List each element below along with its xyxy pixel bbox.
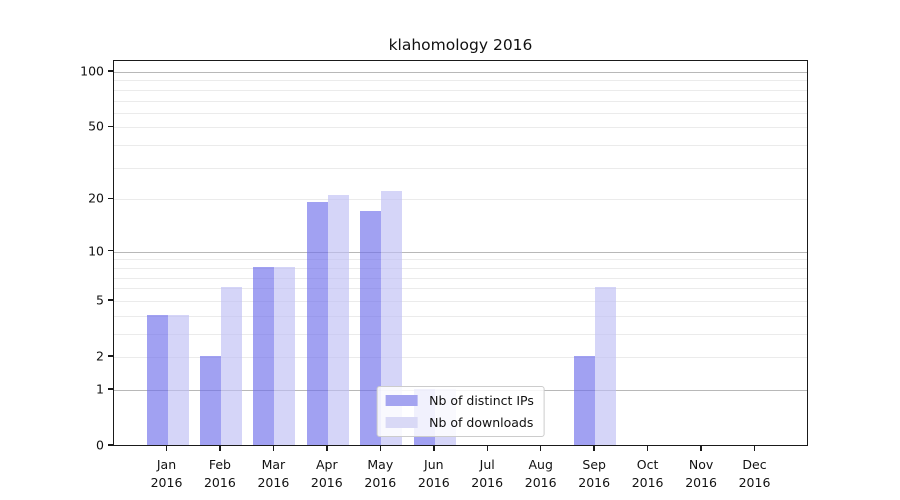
legend-entry: Nb of downloads (385, 415, 534, 430)
x-tick-mark-jul (486, 446, 488, 451)
x-tick-label-jan: Jan 2016 (150, 457, 183, 490)
x-tick-label-apr: Apr 2016 (310, 457, 343, 490)
y-tick-mark-0 (108, 444, 113, 446)
legend-swatch-distinct-ips (385, 395, 418, 406)
bar-sep-downloads (595, 287, 617, 445)
y-tick-mark-5 (108, 299, 113, 301)
legend: Nb of distinct IPs Nb of downloads (376, 386, 545, 437)
gridline-y-9 (114, 259, 807, 261)
gridline-y-80 (114, 89, 807, 91)
y-tick-label-50: 50 (88, 118, 104, 134)
gridline-y-50 (114, 127, 807, 129)
x-tick-label-oct: Oct 2016 (631, 457, 664, 490)
y-tick-mark-1 (108, 388, 113, 390)
x-tick-label-nov: Nov 2016 (685, 457, 717, 490)
legend-entry: Nb of distinct IPs (385, 393, 534, 408)
gridline-y-20 (114, 199, 807, 201)
bar-jan-downloads (167, 314, 189, 445)
x-tick-label-mar: Mar 2016 (257, 457, 290, 490)
x-tick-mark-sep (593, 446, 595, 451)
y-tick-label-100: 100 (80, 63, 104, 79)
x-tick-mark-dec (753, 446, 756, 451)
bar-feb-distinct-ips (199, 356, 221, 445)
x-tick-mark-jan (165, 446, 168, 451)
x-tick-mark-nov (700, 446, 702, 451)
gridline-y-6 (114, 288, 807, 290)
gridline-y-40 (114, 145, 807, 147)
gridline-y-5 (114, 300, 807, 302)
bar-apr-downloads (327, 194, 349, 445)
gridline-y-3 (114, 333, 807, 335)
gridline-y-10 (114, 251, 807, 253)
bar-may-downloads (381, 190, 403, 445)
gridline-y-8 (114, 267, 807, 269)
gridline-y-2 (114, 357, 807, 358)
x-tick-label-jun: Jun 2016 (417, 457, 450, 490)
bar-jan-distinct-ips (146, 314, 168, 445)
bar-may-distinct-ips (360, 210, 382, 445)
plot-area: Nb of distinct IPs Nb of downloads (113, 60, 808, 446)
y-tick-mark-20 (108, 197, 113, 199)
y-tick-label-2: 2 (96, 348, 104, 364)
y-tick-label-20: 20 (88, 190, 104, 206)
gridline-y-90 (114, 80, 807, 82)
x-tick-mark-aug (539, 446, 542, 451)
y-tick-mark-100 (108, 70, 113, 72)
x-tick-mark-feb (219, 446, 221, 451)
bar-feb-downloads (220, 287, 242, 445)
y-tick-label-5: 5 (96, 292, 104, 308)
y-tick-label-1: 1 (96, 381, 104, 397)
y-tick-label-10: 10 (88, 243, 104, 259)
gridline-y-60 (114, 112, 807, 114)
x-tick-label-feb: Feb 2016 (203, 457, 236, 490)
x-tick-mark-mar (272, 446, 275, 451)
bar-apr-distinct-ips (306, 202, 328, 445)
x-tick-label-jul: Jul 2016 (471, 457, 504, 490)
legend-swatch-downloads (385, 417, 418, 428)
x-tick-label-may: May 2016 (364, 457, 397, 490)
x-tick-mark-jun (433, 446, 435, 451)
gridline-y-70 (114, 100, 807, 102)
gridline-y-30 (114, 167, 807, 169)
gridline-y-4 (114, 315, 807, 317)
chart-title: klahomology 2016 (388, 36, 533, 54)
x-tick-label-dec: Dec 2016 (738, 457, 771, 490)
y-tick-label-0: 0 (96, 437, 104, 453)
bar-mar-distinct-ips (253, 266, 275, 445)
gridline-y-100 (114, 72, 807, 73)
x-tick-mark-may (379, 446, 382, 451)
legend-label: Nb of downloads (429, 415, 534, 430)
legend-label: Nb of distinct IPs (429, 393, 534, 408)
bar-sep-distinct-ips (574, 356, 596, 445)
y-tick-mark-2 (108, 355, 113, 357)
y-tick-mark-50 (108, 125, 113, 128)
x-tick-mark-oct (646, 446, 649, 451)
y-tick-mark-10 (108, 249, 113, 252)
bar-mar-downloads (274, 266, 296, 445)
x-tick-label-sep: Sep 2016 (578, 457, 611, 490)
x-tick-mark-apr (326, 446, 328, 451)
x-tick-label-aug: Aug 2016 (524, 457, 557, 490)
gridline-y-7 (114, 277, 807, 279)
